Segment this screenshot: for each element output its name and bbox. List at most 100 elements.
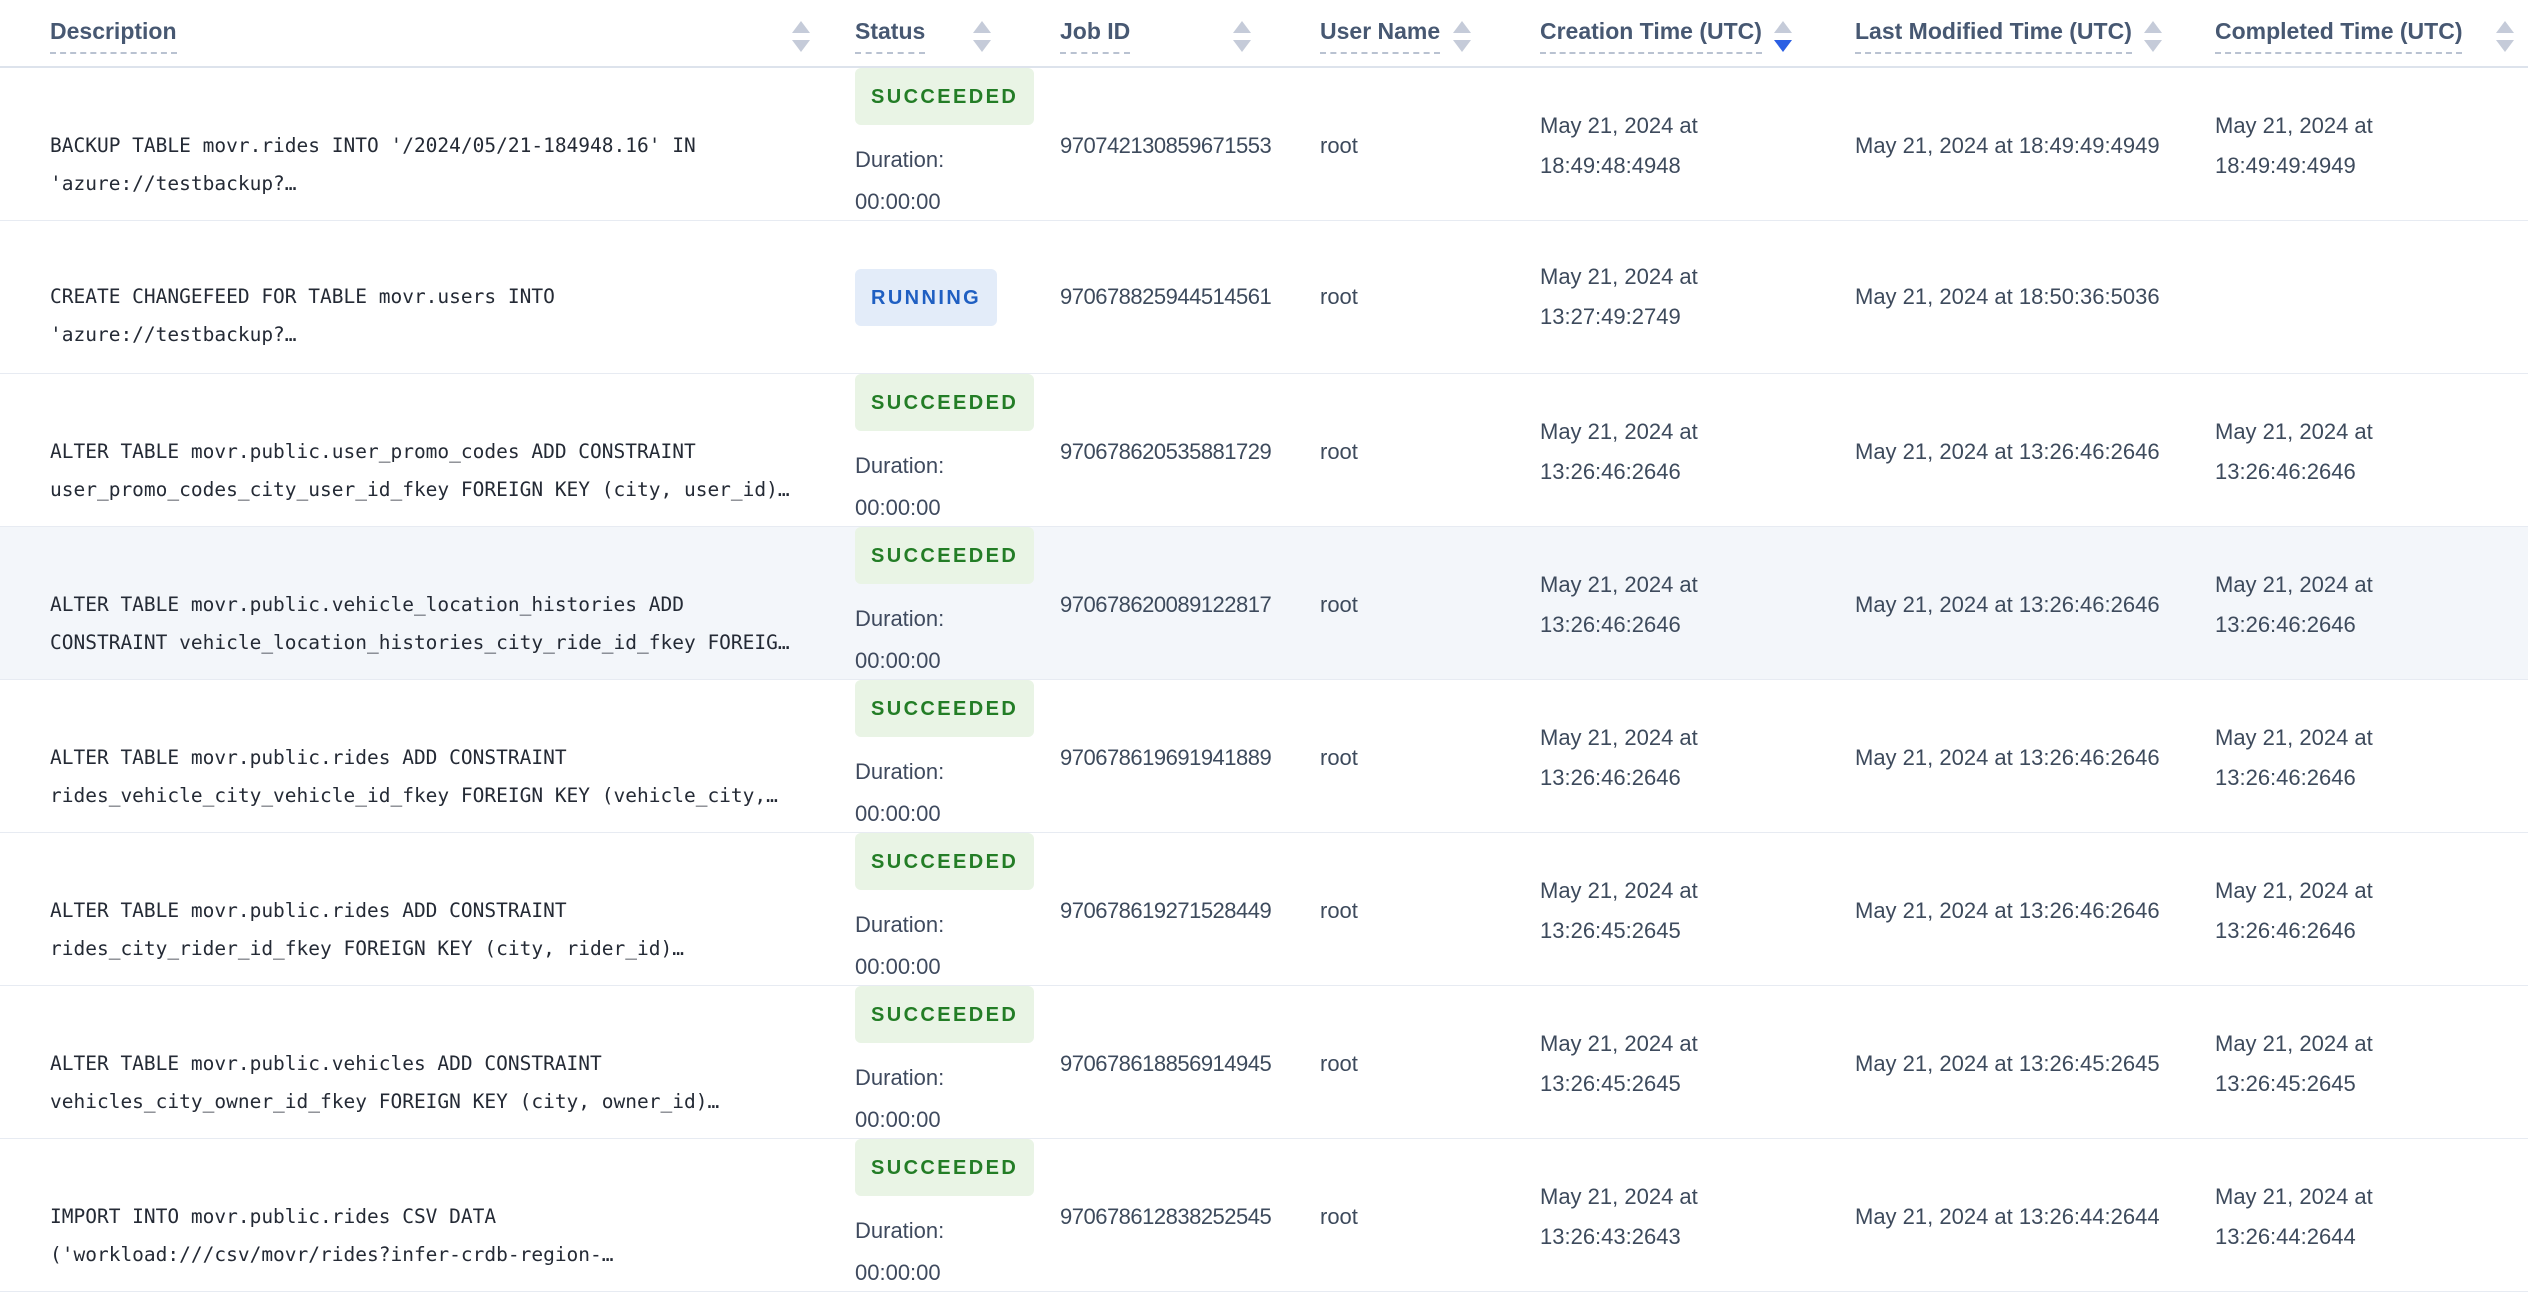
sort-asc-icon <box>973 20 991 33</box>
job-id-cell: 970742130859671553 <box>1035 126 1295 166</box>
job-id: 970678619271528449 <box>1060 897 1272 923</box>
sort-desc-icon <box>1233 39 1251 52</box>
duration-label: Duration: <box>855 1065 945 1090</box>
completed-time: May 21, 2024 at 18:49:49:4949 <box>2215 112 2373 178</box>
column-header-label: Last Modified Time (UTC) <box>1855 18 2132 54</box>
column-header-last-modified-time[interactable]: Last Modified Time (UTC) <box>1830 12 2190 54</box>
description-cell[interactable]: ALTER TABLE movr.public.rides ADD CONSTR… <box>0 701 830 815</box>
description-cell[interactable]: BACKUP TABLE movr.rides INTO '/2024/05/2… <box>0 89 830 203</box>
duration-label: Duration: <box>855 453 945 478</box>
column-header-job-id[interactable]: Job ID <box>1035 12 1295 54</box>
column-header-description[interactable]: Description <box>0 12 830 54</box>
completed-time-cell: May 21, 2024 at 13:26:44:2644 <box>2190 1177 2528 1257</box>
duration-block: Duration: 00:00:00 <box>855 598 1020 682</box>
job-description[interactable]: ALTER TABLE movr.public.rides ADD CONSTR… <box>50 898 684 960</box>
duration-block: Duration: 00:00:00 <box>855 1057 1020 1141</box>
duration-value: 00:00:00 <box>855 1260 941 1285</box>
description-cell[interactable]: IMPORT INTO movr.public.rides CSV DATA (… <box>0 1160 830 1274</box>
description-cell[interactable]: ALTER TABLE movr.public.vehicle_location… <box>0 548 830 662</box>
status-badge: SUCCEEDED <box>855 374 1035 431</box>
creation-time: May 21, 2024 at 13:27:49:2749 <box>1540 264 1698 329</box>
table-row[interactable]: ALTER TABLE movr.public.vehicle_location… <box>0 527 2528 680</box>
user-name: root <box>1320 897 1358 923</box>
last-modified-time: May 21, 2024 at 13:26:45:2645 <box>1855 1050 2160 1076</box>
column-header-label: Description <box>50 18 177 54</box>
status-badge: SUCCEEDED <box>855 680 1035 737</box>
creation-time: May 21, 2024 at 13:26:46:2646 <box>1540 418 1698 484</box>
creation-time-cell: May 21, 2024 at 13:27:49:2749 <box>1515 257 1830 337</box>
sort-arrows-icon <box>1233 20 1251 52</box>
status-badge: SUCCEEDED <box>855 833 1035 890</box>
sort-desc-icon <box>2496 39 2514 52</box>
table-row[interactable]: BACKUP TABLE movr.rides INTO '/2024/05/2… <box>0 68 2528 221</box>
description-cell[interactable]: ALTER TABLE movr.public.rides ADD CONSTR… <box>0 854 830 968</box>
status-badge: SUCCEEDED <box>855 986 1035 1043</box>
creation-time-cell: May 21, 2024 at 13:26:45:2645 <box>1515 1024 1830 1104</box>
user-name-cell: root <box>1295 1197 1515 1237</box>
duration-value: 00:00:00 <box>855 189 941 214</box>
duration-value: 00:00:00 <box>855 801 941 826</box>
table-header-row: Description Status Job ID User Name Crea… <box>0 0 2528 68</box>
table-row[interactable]: ALTER TABLE movr.public.rides ADD CONSTR… <box>0 833 2528 986</box>
job-id: 970678825944514561 <box>1060 284 1272 309</box>
job-description[interactable]: ALTER TABLE movr.public.vehicles ADD CON… <box>50 1051 720 1113</box>
job-id: 970678620089122817 <box>1060 591 1272 617</box>
column-header-label: Completed Time (UTC) <box>2215 18 2463 54</box>
column-header-user-name[interactable]: User Name <box>1295 12 1515 54</box>
completed-time: May 21, 2024 at 13:26:45:2645 <box>2215 1030 2373 1096</box>
completed-time: May 21, 2024 at 13:26:46:2646 <box>2215 724 2373 790</box>
completed-time: May 21, 2024 at 13:26:46:2646 <box>2215 877 2373 943</box>
completed-time-cell: May 21, 2024 at 13:26:46:2646 <box>2190 565 2528 645</box>
completed-time-cell: May 21, 2024 at 13:26:46:2646 <box>2190 718 2528 798</box>
user-name-cell: root <box>1295 277 1515 317</box>
description-cell[interactable]: ALTER TABLE movr.public.user_promo_codes… <box>0 395 830 509</box>
description-cell[interactable]: CREATE CHANGEFEED FOR TABLE movr.users I… <box>0 240 830 354</box>
job-description[interactable]: ALTER TABLE movr.public.user_promo_codes… <box>50 439 790 501</box>
duration-label: Duration: <box>855 606 945 631</box>
duration-value: 00:00:00 <box>855 495 941 520</box>
completed-time-cell: May 21, 2024 at 13:26:45:2645 <box>2190 1024 2528 1104</box>
job-id: 970678612838252545 <box>1060 1203 1272 1229</box>
status-cell: RUNNING <box>830 268 1035 326</box>
last-modified-time: May 21, 2024 at 13:26:46:2646 <box>1855 591 2160 617</box>
status-cell: SUCCEEDED Duration: 00:00:00 <box>830 527 1035 682</box>
user-name-cell: root <box>1295 891 1515 931</box>
job-id-cell: 970678620535881729 <box>1035 432 1295 472</box>
last-modified-time: May 21, 2024 at 18:50:36:5036 <box>1855 284 2160 309</box>
job-id-cell: 970678619271528449 <box>1035 891 1295 931</box>
duration-label: Duration: <box>855 759 945 784</box>
column-header-completed-time[interactable]: Completed Time (UTC) <box>2190 12 2528 54</box>
creation-time: May 21, 2024 at 13:26:45:2645 <box>1540 1030 1698 1096</box>
table-row[interactable]: ALTER TABLE movr.public.user_promo_codes… <box>0 374 2528 527</box>
job-description[interactable]: CREATE CHANGEFEED FOR TABLE movr.users I… <box>50 285 555 346</box>
sort-arrows-icon <box>2143 20 2162 52</box>
sort-asc-icon <box>1453 20 1471 33</box>
job-description[interactable]: ALTER TABLE movr.public.rides ADD CONSTR… <box>50 745 778 807</box>
column-header-status[interactable]: Status <box>830 12 1035 54</box>
user-name: root <box>1320 744 1358 770</box>
duration-label: Duration: <box>855 1218 945 1243</box>
last-modified-time-cell: May 21, 2024 at 13:26:46:2646 <box>1830 738 2190 778</box>
table-row[interactable]: IMPORT INTO movr.public.rides CSV DATA (… <box>0 1139 2528 1292</box>
column-header-creation-time[interactable]: Creation Time (UTC) <box>1515 12 1830 54</box>
creation-time: May 21, 2024 at 18:49:48:4948 <box>1540 112 1698 178</box>
status-badge: SUCCEEDED <box>855 1139 1035 1196</box>
table-row[interactable]: CREATE CHANGEFEED FOR TABLE movr.users I… <box>0 221 2528 374</box>
status-badge: SUCCEEDED <box>855 68 1035 125</box>
job-id-cell: 970678825944514561 <box>1035 277 1295 317</box>
creation-time-cell: May 21, 2024 at 13:26:46:2646 <box>1515 412 1830 492</box>
creation-time-cell: May 21, 2024 at 13:26:46:2646 <box>1515 718 1830 798</box>
job-description[interactable]: BACKUP TABLE movr.rides INTO '/2024/05/2… <box>50 133 696 195</box>
column-header-label: Creation Time (UTC) <box>1540 18 1762 54</box>
table-row[interactable]: ALTER TABLE movr.public.rides ADD CONSTR… <box>0 680 2528 833</box>
sort-desc-icon <box>792 39 810 52</box>
user-name: root <box>1320 1050 1358 1076</box>
sort-arrows-icon <box>1453 20 1471 52</box>
sort-asc-icon <box>2143 20 2162 33</box>
job-description[interactable]: ALTER TABLE movr.public.vehicle_location… <box>50 592 790 654</box>
table-row[interactable]: ALTER TABLE movr.public.vehicles ADD CON… <box>0 986 2528 1139</box>
column-header-label: Status <box>855 18 926 54</box>
description-cell[interactable]: ALTER TABLE movr.public.vehicles ADD CON… <box>0 1007 830 1121</box>
job-description[interactable]: IMPORT INTO movr.public.rides CSV DATA (… <box>50 1204 614 1266</box>
status-cell: SUCCEEDED Duration: 00:00:00 <box>830 1139 1035 1292</box>
